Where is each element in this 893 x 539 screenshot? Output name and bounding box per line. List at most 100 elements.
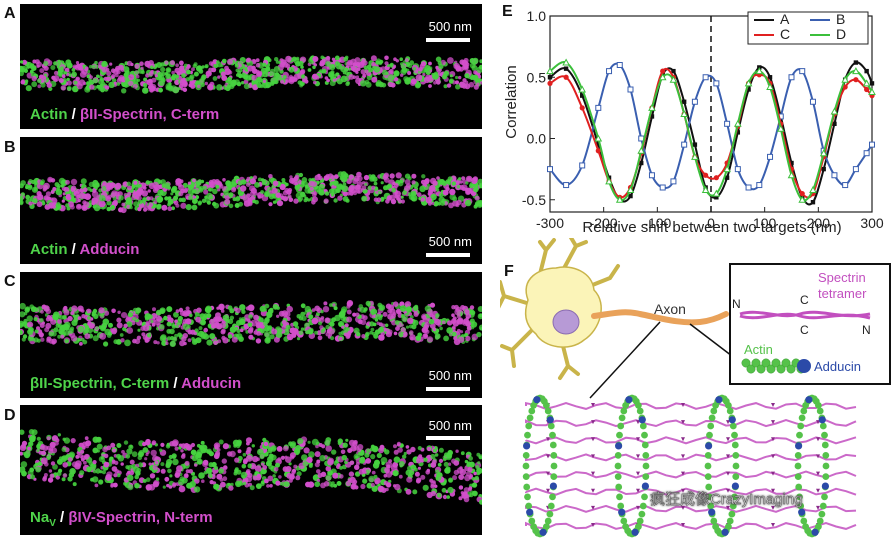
fluorescence-spot <box>89 84 95 90</box>
fluorescence-spot <box>193 71 199 77</box>
scale-bar <box>426 38 470 42</box>
fluorescence-spot <box>252 455 259 463</box>
fluorescence-spot <box>385 482 392 488</box>
fluorescence-spot <box>281 320 287 325</box>
fluorescence-spot <box>336 481 342 486</box>
fluorescence-spot <box>280 59 287 66</box>
actin-monomer <box>524 493 531 501</box>
fluorescence-spot <box>67 62 73 69</box>
fluorescence-spot <box>384 323 389 328</box>
fluorescence-spot <box>227 334 233 339</box>
fluorescence-spot <box>459 468 467 476</box>
fluorescence-spot <box>25 85 32 92</box>
fluorescence-spot <box>71 68 76 72</box>
nucleus <box>552 309 580 335</box>
fluorescence-spot <box>371 470 376 475</box>
fluorescence-spot <box>116 473 121 478</box>
fluorescence-spot <box>243 83 250 90</box>
data-point-a <box>869 81 875 86</box>
fluorescence-spot <box>442 189 449 196</box>
actin-monomer <box>614 473 622 480</box>
fluorescence-spot <box>288 66 295 73</box>
fluorescence-spot <box>70 438 76 444</box>
actin-monomer <box>638 510 646 518</box>
data-point-a <box>767 75 773 80</box>
fluorescence-spot <box>474 195 480 201</box>
fluorescence-spot <box>438 63 444 70</box>
fluorescence-spot <box>314 481 321 488</box>
fluorescence-spot <box>185 306 190 311</box>
fluorescence-spot <box>257 195 262 199</box>
adducin-label: Adducin <box>814 359 861 374</box>
neuron-dendrites <box>500 238 620 380</box>
fluorescence-spot <box>452 475 458 481</box>
fluorescence-spot <box>22 451 26 456</box>
fluorescence-spot <box>229 308 235 314</box>
fluorescence-spot <box>451 331 457 337</box>
fluorescence-spot <box>160 442 165 447</box>
fluorescence-spot <box>324 191 330 196</box>
actin-monomer <box>794 473 802 480</box>
fluorescence-spot <box>137 199 143 205</box>
fluorescence-spot <box>153 70 157 75</box>
fluorescence-spot <box>28 179 33 184</box>
fluorescence-spot <box>36 78 42 84</box>
fluorescence-spot <box>133 180 138 185</box>
fluorescence-spot <box>447 486 454 494</box>
fluorescence-spot <box>464 474 471 482</box>
fluorescence-spot <box>26 66 30 70</box>
fluorescence-spot <box>245 182 251 187</box>
fluorescence-spot <box>114 182 122 190</box>
fluorescence-spot <box>434 333 441 340</box>
actin-monomer <box>821 441 829 449</box>
fluorescence-spot <box>327 458 334 466</box>
fluorescence-spot <box>313 80 317 85</box>
fluorescence-spot <box>243 79 249 85</box>
fluorescence-spot <box>311 200 316 205</box>
actin-monomer <box>729 502 737 510</box>
spectrin-node <box>591 505 595 510</box>
y-tick-label: -0.5 <box>522 192 546 208</box>
fluorescence-spot <box>263 441 269 447</box>
fluorescence-spot <box>74 64 82 71</box>
fluorescence-spot <box>129 205 133 210</box>
fluorescence-spot <box>237 449 242 454</box>
fluorescence-spot <box>260 190 264 194</box>
fluorescence-spot <box>217 317 221 322</box>
fluorescence-spot <box>433 448 437 453</box>
fluorescence-spot <box>137 451 144 458</box>
fluorescence-spot <box>167 314 172 319</box>
fluorescence-spot <box>375 60 380 65</box>
fluorescence-spot <box>455 84 461 90</box>
fluorescence-spot <box>137 328 141 332</box>
fluorescence-spot <box>76 83 83 90</box>
fluorescence-spot <box>101 66 108 73</box>
spectrin-filament <box>525 401 857 411</box>
correlation-chart: Correlation Relative shift between two t… <box>503 8 884 236</box>
fluorescence-spot <box>50 461 56 466</box>
fluorescence-spot <box>240 185 247 192</box>
fluorescence-spot <box>222 314 230 322</box>
spectrin-node <box>591 488 595 493</box>
fluorescence-spot <box>211 179 217 185</box>
fluorescence-spot <box>154 460 159 465</box>
fluorescence-spot <box>194 189 200 195</box>
fluorescence-spot <box>267 308 274 314</box>
fluorescence-spot <box>268 464 274 470</box>
fluorescence-spot <box>104 182 109 187</box>
fluorescence-spot <box>192 63 197 69</box>
fluorescence-spot <box>154 74 158 78</box>
fluorescence-spot <box>449 74 453 78</box>
actin-monomer <box>705 483 713 491</box>
fluorescence-spot <box>193 331 197 336</box>
fluorescence-spot <box>126 321 133 328</box>
data-point-d <box>798 195 807 203</box>
fluorescence-spot <box>246 176 251 181</box>
scale-bar <box>426 436 470 440</box>
actin-monomer <box>639 422 647 430</box>
data-point-b <box>648 172 655 179</box>
fluorescence-spot <box>46 82 52 88</box>
data-point-b <box>788 74 795 81</box>
actin-monomer <box>816 517 824 525</box>
fluorescence-spot <box>302 461 308 467</box>
